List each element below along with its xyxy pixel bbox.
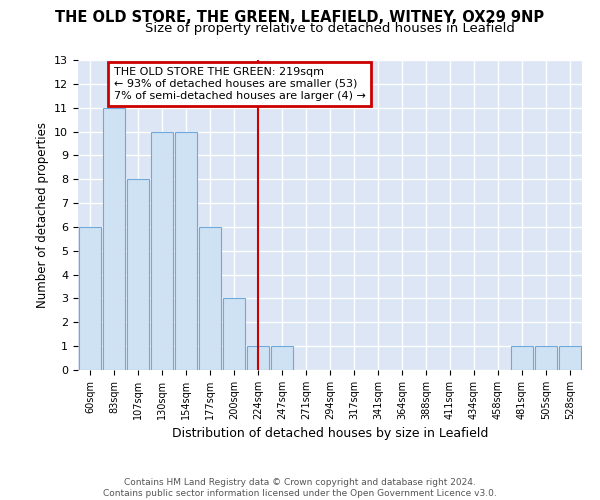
Bar xyxy=(223,298,245,370)
Bar xyxy=(127,179,149,370)
Bar xyxy=(103,108,125,370)
Bar xyxy=(151,132,173,370)
Bar xyxy=(175,132,197,370)
Bar xyxy=(559,346,581,370)
Y-axis label: Number of detached properties: Number of detached properties xyxy=(35,122,49,308)
X-axis label: Distribution of detached houses by size in Leafield: Distribution of detached houses by size … xyxy=(172,428,488,440)
Text: Contains HM Land Registry data © Crown copyright and database right 2024.
Contai: Contains HM Land Registry data © Crown c… xyxy=(103,478,497,498)
Text: THE OLD STORE THE GREEN: 219sqm
← 93% of detached houses are smaller (53)
7% of : THE OLD STORE THE GREEN: 219sqm ← 93% of… xyxy=(114,68,366,100)
Bar xyxy=(511,346,533,370)
Bar xyxy=(247,346,269,370)
Bar xyxy=(271,346,293,370)
Text: THE OLD STORE, THE GREEN, LEAFIELD, WITNEY, OX29 9NP: THE OLD STORE, THE GREEN, LEAFIELD, WITN… xyxy=(55,10,545,25)
Bar xyxy=(535,346,557,370)
Title: Size of property relative to detached houses in Leafield: Size of property relative to detached ho… xyxy=(145,22,515,35)
Bar xyxy=(199,227,221,370)
Bar xyxy=(79,227,101,370)
